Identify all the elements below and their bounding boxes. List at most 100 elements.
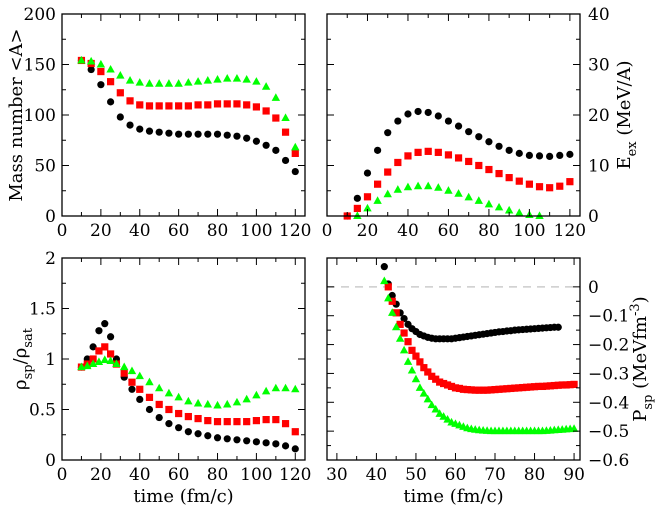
data-point [394,158,402,167]
data-point [126,97,134,105]
data-point [407,365,417,374]
data-point [404,338,412,346]
data-point [120,362,129,371]
data-point [447,382,456,391]
data-point [380,276,389,285]
data-point [174,392,183,401]
data-point [566,178,574,186]
data-point [213,418,222,426]
data-point [291,428,299,436]
data-point [145,405,154,414]
data-point [562,381,570,389]
data-point [546,382,554,390]
data-point [155,383,164,392]
data-point [194,414,202,423]
data-point [165,129,173,137]
data-point [204,130,212,138]
data-point [525,151,534,159]
data-point [443,415,452,423]
data-point [97,67,105,76]
data-point [272,146,280,154]
data-point [388,291,396,300]
data-point [96,59,106,68]
data-point [558,381,566,389]
y-tick-label: −0.3 [588,364,629,384]
data-point [471,386,479,394]
x-tick-label: 80 [207,465,229,485]
data-point [408,346,416,354]
data-point [455,384,464,393]
data-point [431,404,440,413]
data-point [281,420,290,428]
data-point [116,113,124,121]
data-point [434,183,443,191]
data-point [566,381,574,389]
data-point [145,102,154,110]
data-point [400,329,408,337]
data-point [363,169,372,177]
data-point [454,189,463,197]
data-point [106,356,115,365]
data-point [479,386,487,394]
data-point [233,418,241,426]
data-point [262,141,270,149]
data-point [380,263,388,271]
data-point [400,315,408,323]
data-point [485,138,493,146]
data-point [262,439,270,447]
data-point [291,142,300,151]
data-point [252,390,261,399]
x-tick-label: 100 [513,221,545,241]
series-black [77,56,299,176]
data-point [515,208,524,216]
series-red [77,56,299,157]
data-point [232,397,242,406]
data-point [436,378,444,386]
data-point [403,357,413,365]
y-tick-label: −0.6 [588,451,629,471]
y-tick-label: 200 [24,5,56,25]
data-point [507,384,515,393]
data-point [464,192,473,201]
x-tick-label: 120 [554,221,586,241]
data-point [534,382,543,391]
x-tick-label: 20 [357,221,379,241]
data-point [523,383,531,391]
data-point [495,385,503,393]
data-point [525,180,533,188]
y-tick-label: 0.5 [29,401,56,421]
data-point [88,359,98,368]
data-point [535,183,544,191]
data-point [243,134,251,142]
data-point [120,369,128,377]
data-point [413,181,423,190]
y-tick-label: 0 [45,207,56,227]
data-point [487,386,495,394]
data-point [232,74,242,82]
data-point [414,148,422,156]
data-point [499,385,507,393]
data-point [193,77,203,85]
data-point [363,193,372,201]
data-point [252,77,261,85]
data-point [252,137,260,145]
series-black [343,107,574,220]
data-point [483,386,491,394]
data-point [384,283,392,291]
data-point [194,101,202,109]
data-point [511,384,519,392]
x-tick-label: 40 [129,221,151,241]
x-tick-label: 40 [397,221,419,241]
data-point [570,380,578,388]
data-point [165,102,173,110]
data-point [392,309,400,317]
series-black [77,320,299,453]
data-point [223,418,231,426]
data-point [243,437,251,445]
data-point [145,79,154,87]
data-point [233,132,241,140]
y-tick-label: −0.4 [588,393,629,413]
data-point [128,385,136,393]
data-point [203,76,212,84]
data-point [86,56,96,65]
